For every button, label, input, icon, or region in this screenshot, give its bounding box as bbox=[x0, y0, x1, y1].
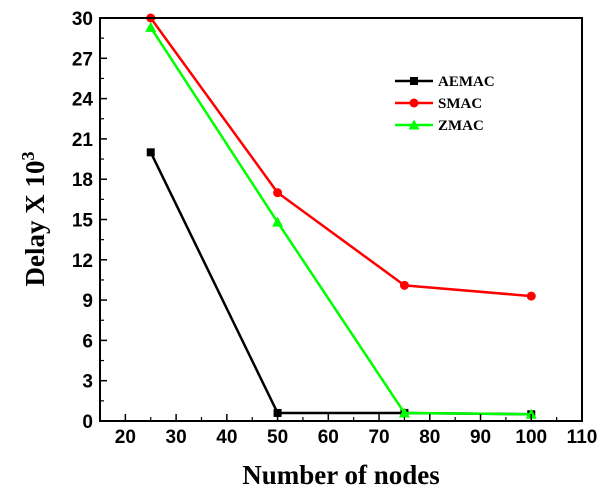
data-point-zmac bbox=[525, 408, 537, 419]
data-point-smac bbox=[399, 280, 409, 290]
x-tick-label: 30 bbox=[166, 427, 187, 448]
y-tick-label: 18 bbox=[72, 170, 93, 191]
data-point-smac bbox=[273, 188, 283, 198]
x-tick-label: 70 bbox=[368, 427, 389, 448]
y-tick-label: 0 bbox=[82, 412, 93, 433]
y-tick-label: 27 bbox=[72, 49, 93, 70]
legend-label: ZMAC bbox=[438, 118, 484, 134]
legend-marker bbox=[408, 119, 420, 130]
plot-series bbox=[145, 13, 537, 419]
legend-item-zmac: ZMAC bbox=[395, 118, 484, 134]
data-point-aemac bbox=[273, 408, 282, 417]
legend-item-aemac: AEMAC bbox=[395, 74, 495, 90]
y-axis-title-main: Delay X 10 bbox=[20, 161, 50, 287]
x-tick-label: 20 bbox=[115, 427, 136, 448]
series-zmac bbox=[145, 21, 537, 419]
series-line-zmac bbox=[149, 26, 532, 416]
x-tick-label: 60 bbox=[318, 427, 339, 448]
series-line-smac bbox=[149, 17, 532, 298]
legend: AEMAC SMAC ZMAC bbox=[395, 74, 495, 134]
x-tick-label: 100 bbox=[515, 427, 547, 448]
legend-label: AEMAC bbox=[438, 74, 495, 90]
series-line-aemac bbox=[149, 151, 532, 416]
y-tick-label: 24 bbox=[72, 90, 94, 111]
data-point-zmac bbox=[272, 216, 284, 227]
y-tick-label: 15 bbox=[72, 211, 94, 232]
data-point-zmac bbox=[398, 407, 410, 418]
legend-item-smac: SMAC bbox=[395, 96, 482, 112]
legend-label: SMAC bbox=[438, 96, 482, 112]
x-tick-label: 90 bbox=[470, 427, 491, 448]
x-tick-label: 110 bbox=[567, 427, 598, 448]
data-point-aemac bbox=[146, 148, 155, 157]
x-tick-label: 40 bbox=[216, 427, 237, 448]
y-tick-label: 21 bbox=[72, 130, 94, 151]
x-tick-label: 50 bbox=[267, 427, 288, 448]
legend-marker bbox=[409, 98, 419, 108]
series-aemac bbox=[146, 148, 536, 419]
y-axis-title-exponent: 3 bbox=[18, 152, 38, 161]
y-tick-label: 9 bbox=[82, 291, 93, 312]
data-point-zmac bbox=[145, 21, 157, 32]
x-axis-title: Number of nodes bbox=[242, 460, 440, 490]
y-tick-label: 12 bbox=[72, 251, 93, 272]
plot-frame bbox=[99, 17, 583, 422]
x-tick-label: 80 bbox=[419, 427, 440, 448]
legend-marker bbox=[410, 77, 418, 85]
y-axis-title: Delay X 103 bbox=[18, 152, 50, 287]
x-axis-ticks: 20 30 40 50 60 70 80 90 100 110 bbox=[115, 414, 598, 448]
y-tick-label: 6 bbox=[82, 331, 93, 352]
y-tick-label: 3 bbox=[82, 372, 93, 393]
y-axis-ticks: 0 3 6 9 12 15 18 21 24 27 30 bbox=[72, 9, 107, 433]
y-tick-label: 30 bbox=[72, 9, 93, 30]
data-point-smac bbox=[526, 291, 536, 301]
series-smac bbox=[146, 13, 536, 301]
